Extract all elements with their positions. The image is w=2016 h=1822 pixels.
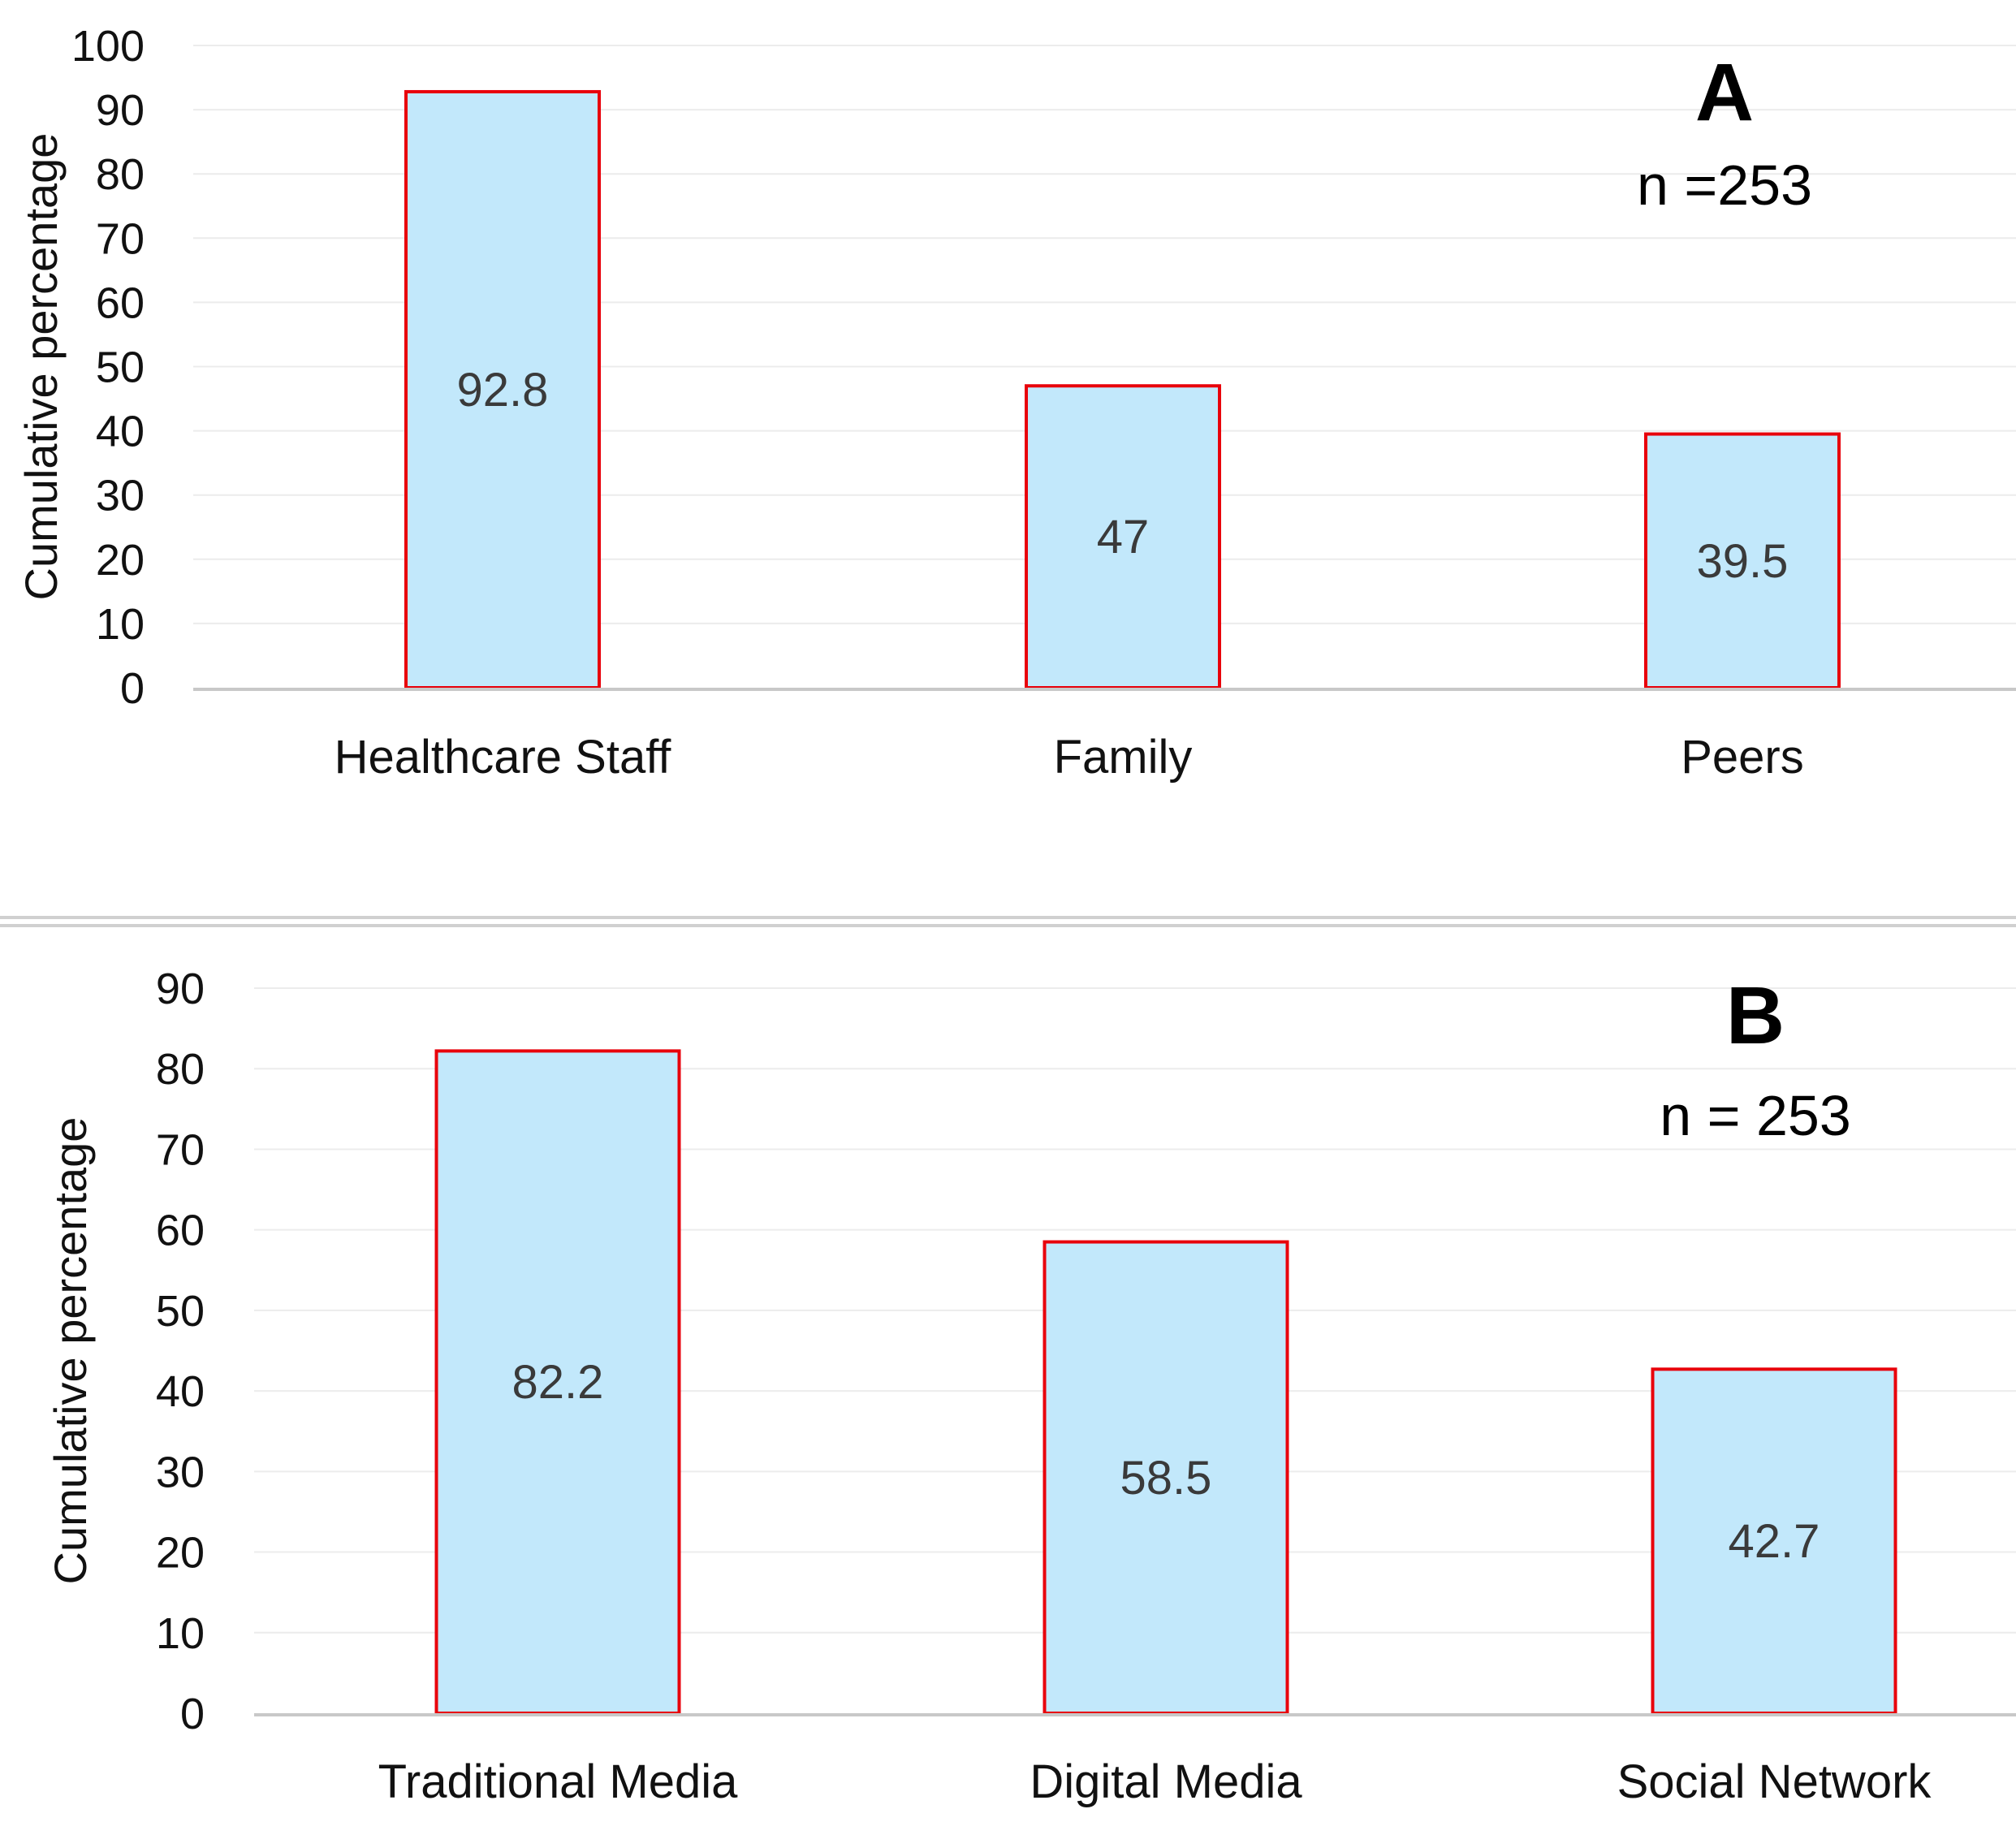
data-labels: 82.2 58.5 42.7 [512, 1356, 1820, 1568]
data-label: 47 [1097, 511, 1150, 563]
data-label: 82.2 [512, 1356, 604, 1409]
data-label: 92.8 [457, 364, 549, 417]
bars [434, 1049, 1897, 1716]
category-labels: Traditional Media Digital Media Social Net… [378, 1755, 1932, 1808]
panel-divider [0, 916, 2016, 927]
y-tick-label: 30 [156, 1448, 205, 1496]
bar [1651, 1367, 1897, 1715]
y-tick-label: 30 [96, 472, 145, 520]
y-tick-label: 10 [156, 1609, 205, 1658]
y-tick-labels: 0 10 20 30 40 50 60 70 80 90 [156, 965, 205, 1738]
category-label: Digital Media [1030, 1755, 1302, 1808]
bar [434, 1049, 681, 1716]
category-label: Social Network [1617, 1755, 1932, 1808]
y-tick-label: 10 [96, 600, 145, 649]
y-tick-label: 20 [156, 1529, 205, 1578]
y-tick-labels: 0 10 20 30 40 50 60 70 80 90 100 [71, 22, 145, 713]
panel-label: A [1695, 47, 1754, 138]
y-tick-label: 90 [156, 965, 205, 1013]
y-tick-label: 40 [156, 1367, 205, 1416]
bar [404, 89, 601, 689]
sample-size-annotation: n = 253 [1660, 1084, 1851, 1147]
y-tick-label: 50 [156, 1287, 205, 1336]
y-tick-label: 90 [96, 86, 145, 135]
y-tick-label: 20 [96, 536, 145, 585]
y-tick-label: 50 [96, 343, 145, 392]
data-labels: 92.8 47 39.5 [457, 364, 1789, 588]
y-tick-label: 60 [96, 278, 145, 327]
y-tick-label: 100 [71, 22, 145, 71]
y-axis-label: Cumulative percentage [45, 1117, 96, 1585]
y-tick-label: 40 [96, 408, 145, 456]
category-label: Family [1054, 731, 1193, 784]
chart-panel-a: 0 10 20 30 40 50 60 70 80 90 100 92.8 47 39.5 Health… [15, 22, 2016, 784]
category-label: Peers [1681, 731, 1804, 784]
y-tick-label: 70 [156, 1125, 205, 1174]
y-axis-label: Cumulative percentage [15, 133, 67, 601]
sample-size-annotation: n =253 [1637, 153, 1812, 217]
y-tick-label: 60 [156, 1207, 205, 1255]
bar [1025, 384, 1221, 689]
data-label: 42.7 [1729, 1515, 1820, 1568]
chart-panel-b: 0 10 20 30 40 50 60 70 80 90 82.2 58.5 42.7 Traditi… [45, 965, 2016, 1808]
category-label: Traditional Media [378, 1755, 738, 1808]
data-label: 58.5 [1120, 1452, 1212, 1505]
category-label: Healthcare Staff [335, 731, 672, 784]
data-label: 39.5 [1697, 535, 1789, 588]
y-tick-label: 80 [156, 1045, 205, 1094]
y-tick-label: 0 [120, 664, 145, 713]
y-tick-label: 0 [180, 1690, 205, 1738]
category-labels: Healthcare Staff Family Peers [335, 731, 1804, 784]
bars [404, 89, 1841, 689]
panel-label: B [1726, 970, 1785, 1061]
y-tick-label: 70 [96, 214, 145, 263]
y-tick-label: 80 [96, 150, 145, 199]
